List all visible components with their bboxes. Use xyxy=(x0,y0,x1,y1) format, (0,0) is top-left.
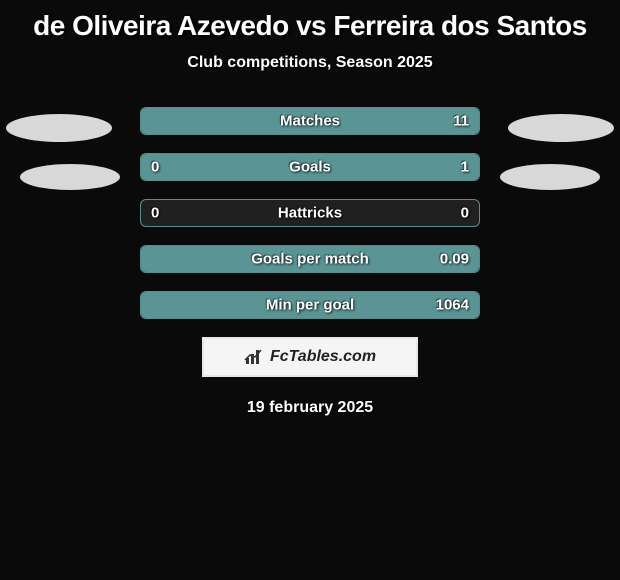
value-right: 1064 xyxy=(436,297,469,314)
value-right: 1 xyxy=(461,159,469,176)
brand-box[interactable]: FcTables.com xyxy=(202,337,418,377)
player-right-avatar-1 xyxy=(508,114,614,142)
value-right: 0 xyxy=(461,205,469,222)
stat-row-goals: 0 Goals 1 xyxy=(140,153,480,181)
stat-label: Goals xyxy=(141,159,479,176)
stat-label: Matches xyxy=(141,113,479,130)
stats-area: Matches 11 0 Goals 1 0 Hattricks 0 Goals… xyxy=(20,107,600,319)
comparison-infographic: de Oliveira Azevedo vs Ferreira dos Sant… xyxy=(0,0,620,427)
player-right-avatar-2 xyxy=(500,164,600,190)
value-right: 11 xyxy=(453,113,469,130)
stat-label: Hattricks xyxy=(141,205,479,222)
player-left-avatar-1 xyxy=(6,114,112,142)
stat-rows: Matches 11 0 Goals 1 0 Hattricks 0 Goals… xyxy=(140,107,480,319)
value-right: 0.09 xyxy=(440,251,469,268)
stat-row-min-per-goal: Min per goal 1064 xyxy=(140,291,480,319)
brand-text: FcTables.com xyxy=(270,348,376,366)
subtitle: Club competitions, Season 2025 xyxy=(20,54,600,72)
stat-row-matches: Matches 11 xyxy=(140,107,480,135)
player-left-avatar-2 xyxy=(20,164,120,190)
bar-chart-icon xyxy=(244,348,266,366)
stat-row-goals-per-match: Goals per match 0.09 xyxy=(140,245,480,273)
stat-row-hattricks: 0 Hattricks 0 xyxy=(140,199,480,227)
page-title: de Oliveira Azevedo vs Ferreira dos Sant… xyxy=(20,10,600,42)
stat-label: Min per goal xyxy=(141,297,479,314)
stat-label: Goals per match xyxy=(141,251,479,268)
date-text: 19 february 2025 xyxy=(20,399,600,417)
